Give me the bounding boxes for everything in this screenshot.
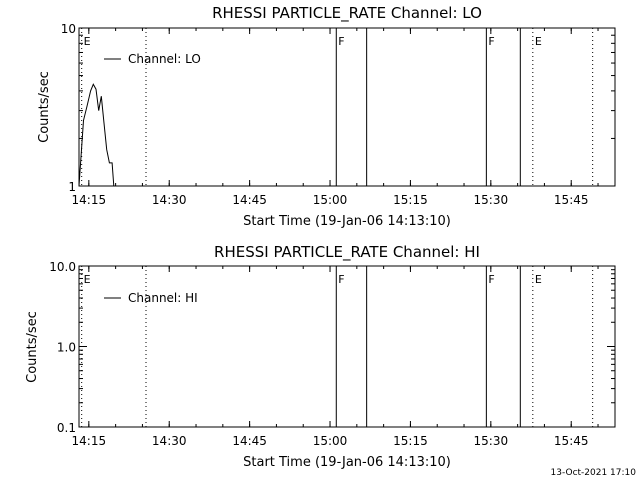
x-tick-label: 14:15	[72, 434, 107, 448]
hi-x-tick-labels: 14:15 14:30 14:45 15:00 15:15 15:30 15:45	[72, 266, 599, 448]
lo-plot-frame	[78, 27, 616, 187]
y-tick-label: 10.0	[49, 260, 76, 274]
x-tick-label: 14:30	[152, 434, 187, 448]
hi-channel-panel: RHESSI PARTICLE_RATE Channel: HI Counts/…	[25, 243, 616, 470]
event-marker-label: F	[338, 273, 344, 286]
x-tick-label: 15:00	[313, 193, 348, 207]
event-marker-label: E	[535, 35, 542, 48]
x-tick-label: 14:30	[152, 193, 187, 207]
lo-chart-title: RHESSI PARTICLE_RATE Channel: LO	[212, 4, 482, 23]
x-tick-label: 14:15	[72, 193, 107, 207]
y-tick-label: 1	[68, 180, 76, 194]
x-tick-label: 14:45	[232, 193, 267, 207]
hi-legend-label: Channel: HI	[128, 291, 198, 305]
y-tick-label: 0.1	[57, 421, 76, 435]
lo-x-tick-labels: 14:15 14:30 14:45 15:00 15:15 15:30 15:45	[72, 28, 599, 207]
hi-legend: Channel: HI	[104, 291, 198, 305]
hi-x-axis-label: Start Time (19-Jan-06 14:13:10)	[243, 455, 451, 470]
lo-x-axis-label: Start Time (19-Jan-06 14:13:10)	[243, 214, 451, 229]
x-tick-label: 15:15	[393, 434, 428, 448]
hi-y-axis-label: Counts/sec	[25, 311, 40, 383]
lo-y-tick-labels: 1 10	[61, 22, 615, 194]
x-tick-label: 15:30	[474, 434, 509, 448]
y-tick-label: 1.0	[57, 341, 76, 355]
event-marker-label: E	[84, 273, 91, 286]
series-line	[78, 83, 115, 187]
x-tick-label: 15:45	[554, 434, 589, 448]
lo-legend-label: Channel: LO	[128, 52, 201, 66]
event-marker-label: F	[338, 35, 344, 48]
lo-series-lines	[78, 83, 115, 187]
x-tick-label: 14:45	[232, 434, 267, 448]
x-tick-label: 15:15	[393, 193, 428, 207]
event-marker-label: E	[535, 273, 542, 286]
lo-legend: Channel: LO	[104, 52, 201, 66]
hi-y-tick-labels: 0.1 1.0 10.0	[49, 260, 615, 435]
lo-channel-panel: RHESSI PARTICLE_RATE Channel: LO Counts/…	[37, 4, 616, 229]
event-marker-label: F	[488, 35, 494, 48]
event-marker-label: E	[84, 35, 91, 48]
x-tick-label: 15:30	[474, 193, 509, 207]
hi-chart-title: RHESSI PARTICLE_RATE Channel: HI	[214, 243, 480, 262]
lo-y-axis-label: Counts/sec	[37, 71, 52, 143]
x-tick-label: 15:00	[313, 434, 348, 448]
event-marker-label: F	[488, 273, 494, 286]
x-tick-label: 15:45	[554, 193, 589, 207]
date-stamp: 13-Oct-2021 17:10	[551, 468, 637, 478]
y-tick-label: 10	[61, 22, 76, 36]
